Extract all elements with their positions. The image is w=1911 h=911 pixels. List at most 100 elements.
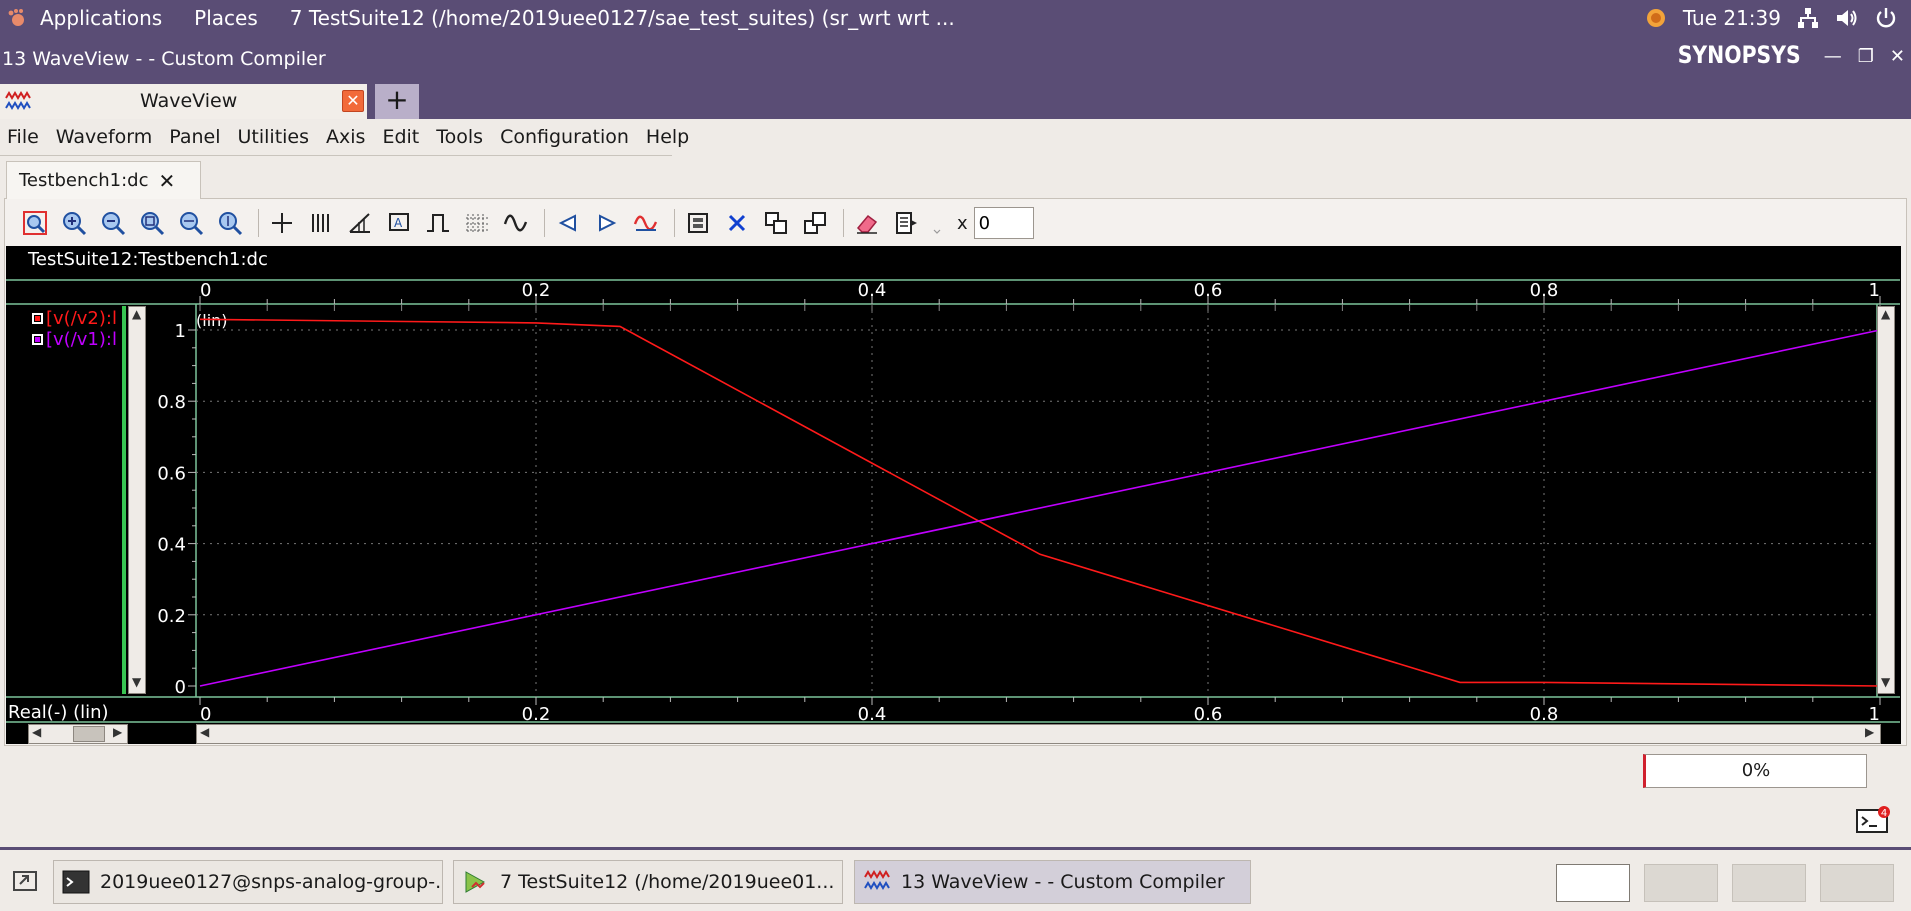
- network-icon[interactable]: [1797, 7, 1819, 29]
- zoom-x-button[interactable]: [174, 206, 208, 240]
- menu-waveform[interactable]: Waveform: [55, 126, 153, 148]
- legend-horizontal-scrollbar[interactable]: ◀ ▶: [28, 724, 128, 744]
- workspace-4[interactable]: [1820, 864, 1894, 902]
- scroll-left-icon[interactable]: ◀: [200, 725, 210, 739]
- legend-item-v1[interactable]: [v(/v1):l: [32, 329, 122, 350]
- zoom-in-button[interactable]: [57, 206, 91, 240]
- menu-configuration[interactable]: Configuration: [500, 126, 629, 148]
- properties-icon: [896, 212, 917, 234]
- restore-icon[interactable]: ❐: [1857, 46, 1874, 67]
- zoom-x-icon: [180, 212, 204, 236]
- y-tick-label: 1: [175, 321, 186, 342]
- clock[interactable]: Tue 21:39: [1682, 6, 1781, 30]
- annotate-button[interactable]: A: [382, 206, 416, 240]
- add-workspace-button[interactable]: +: [375, 84, 419, 119]
- scroll-left-icon[interactable]: ◀: [32, 725, 42, 739]
- properties-button[interactable]: [889, 206, 923, 240]
- workspace-tab-waveview[interactable]: WaveView ✕: [0, 84, 367, 119]
- menu-panel[interactable]: Panel: [169, 126, 221, 148]
- scroll-up-icon[interactable]: ▲: [132, 307, 142, 321]
- panel-icon: [688, 213, 708, 233]
- zoom-fit-button[interactable]: [18, 206, 52, 240]
- erase-button[interactable]: [850, 206, 884, 240]
- x-tick-label-bottom: 0: [200, 704, 211, 725]
- task-terminal[interactable]: 2019uee0127@snps-analog-group-...: [53, 860, 443, 904]
- close-icon[interactable]: ✕: [1889, 46, 1905, 67]
- signal-button[interactable]: [629, 206, 663, 240]
- toolbar-separator: [674, 209, 675, 237]
- wave-button[interactable]: [499, 206, 533, 240]
- legend-swatch: [32, 313, 43, 324]
- scroll-thumb[interactable]: [73, 726, 105, 742]
- x-tick-label-bottom: 0.6: [1194, 704, 1223, 725]
- task-testsuite[interactable]: 7 TestSuite12 (/home/2019uee01...: [453, 860, 843, 904]
- console-icon[interactable]: 4: [1855, 806, 1891, 834]
- grid-button[interactable]: [460, 206, 494, 240]
- workspace-1[interactable]: [1556, 864, 1630, 902]
- menu-utilities[interactable]: Utilities: [237, 126, 310, 148]
- gnome-foot-icon[interactable]: [6, 7, 28, 29]
- zoom-area-button[interactable]: [135, 206, 169, 240]
- weather-icon[interactable]: [1645, 7, 1667, 29]
- delete-x-icon: [728, 214, 746, 232]
- legend-splitter[interactable]: [122, 306, 126, 694]
- tab-testbench1-dc[interactable]: Testbench1:dc ✕: [6, 161, 201, 199]
- plot-horizontal-scrollbar[interactable]: ◀ ▶: [196, 724, 1881, 744]
- previous-button[interactable]: [551, 206, 585, 240]
- power-icon[interactable]: [1875, 7, 1897, 29]
- waveview-icon: [5, 90, 31, 110]
- applications-menu[interactable]: Applications: [40, 6, 163, 30]
- places-menu[interactable]: Places: [194, 6, 258, 30]
- workspace-tab-close-icon[interactable]: ✕: [342, 90, 364, 112]
- toolbar-separator: [258, 209, 259, 237]
- taskbar: 2019uee0127@snps-analog-group-... 7 Test…: [0, 847, 1911, 911]
- menu-axis[interactable]: Axis: [326, 126, 366, 148]
- cursor-button[interactable]: [265, 206, 299, 240]
- red-wave-icon: [633, 215, 658, 231]
- legend-vertical-scrollbar[interactable]: ▲ ▼: [128, 306, 146, 694]
- paste-button[interactable]: [798, 206, 832, 240]
- triangle-left-icon: [558, 214, 576, 232]
- copy-button[interactable]: [759, 206, 793, 240]
- zoom-y-button[interactable]: [213, 206, 247, 240]
- active-window-title[interactable]: 7 TestSuite12 (/home/2019uee0127/sae_tes…: [289, 6, 955, 30]
- x-tick-label-top: 0.2: [522, 280, 551, 301]
- menu-tools[interactable]: Tools: [436, 126, 484, 148]
- pulse-button[interactable]: [421, 206, 455, 240]
- scroll-up-icon[interactable]: ▲: [1881, 307, 1891, 321]
- task-waveview[interactable]: 13 WaveView - - Custom Compiler: [854, 860, 1251, 904]
- minimize-icon[interactable]: —: [1823, 46, 1842, 67]
- task-label: 2019uee0127@snps-analog-group-...: [100, 871, 443, 893]
- menu-help[interactable]: Help: [645, 126, 690, 148]
- volume-icon[interactable]: [1835, 7, 1859, 29]
- plot-vertical-scrollbar[interactable]: ▲ ▼: [1877, 306, 1895, 694]
- vertical-markers-button[interactable]: [304, 206, 338, 240]
- show-desktop-icon[interactable]: [8, 864, 42, 898]
- scroll-right-icon[interactable]: ▶: [113, 725, 123, 739]
- zoom-out-button[interactable]: [96, 206, 130, 240]
- panel-button[interactable]: [681, 206, 715, 240]
- toolbar-overflow-icon[interactable]: [928, 206, 946, 240]
- waveview-icon: [864, 870, 890, 890]
- x-tick-label-top: 0.8: [1530, 280, 1559, 301]
- tab-close-icon[interactable]: ✕: [158, 168, 176, 193]
- scroll-down-icon[interactable]: ▼: [1881, 675, 1891, 689]
- slope-button[interactable]: [343, 206, 377, 240]
- scroll-right-icon[interactable]: ▶: [1865, 725, 1875, 739]
- scroll-down-icon[interactable]: ▼: [132, 675, 142, 689]
- menu-file[interactable]: File: [7, 126, 39, 148]
- x-position-input[interactable]: [973, 207, 1034, 239]
- delete-button[interactable]: [720, 206, 754, 240]
- toolbar-separator: [843, 209, 844, 237]
- next-button[interactable]: [590, 206, 624, 240]
- y-tick-label: 0.4: [157, 535, 186, 556]
- workspace-2[interactable]: [1644, 864, 1718, 902]
- legend-item-v2[interactable]: [v(/v2):l: [32, 308, 122, 329]
- workspace-3[interactable]: [1732, 864, 1806, 902]
- toolbar-separator: [544, 209, 545, 237]
- annotation-icon: A: [389, 213, 409, 231]
- window-title-bar[interactable]: 13 WaveView - - Custom Compiler SYNOPSYS…: [0, 36, 1911, 82]
- menu-edit[interactable]: Edit: [382, 126, 420, 148]
- svg-text:A: A: [394, 216, 403, 230]
